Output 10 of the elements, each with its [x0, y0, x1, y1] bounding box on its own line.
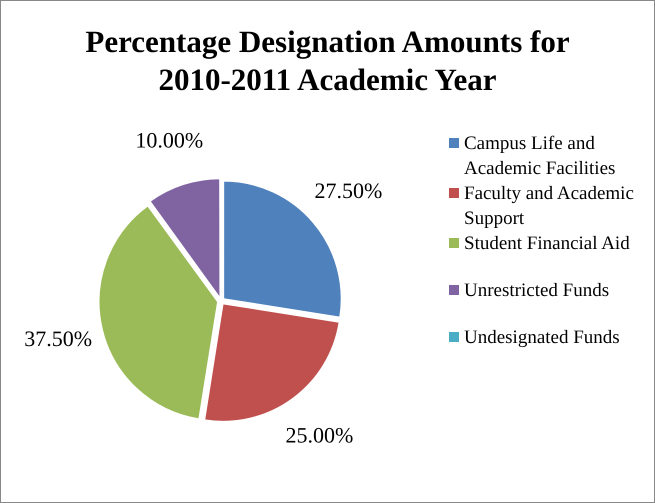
legend-label: Student Financial Aid	[464, 232, 630, 256]
data-label: 10.00%	[135, 127, 204, 152]
legend-label: Campus Life and Academic Facilities	[464, 132, 616, 181]
data-label: 25.00%	[286, 422, 354, 448]
data-label: 27.50%	[314, 178, 382, 203]
chart-title: Percentage Designation Amounts for 2010-2011 Academic Year	[84, 23, 571, 99]
legend-label: Faculty and Academic Support	[464, 182, 635, 231]
data-label: 37.50%	[24, 326, 92, 351]
legend-label: Unrestricted Funds	[464, 279, 610, 303]
legend-label: Undesignated Funds	[464, 326, 620, 350]
